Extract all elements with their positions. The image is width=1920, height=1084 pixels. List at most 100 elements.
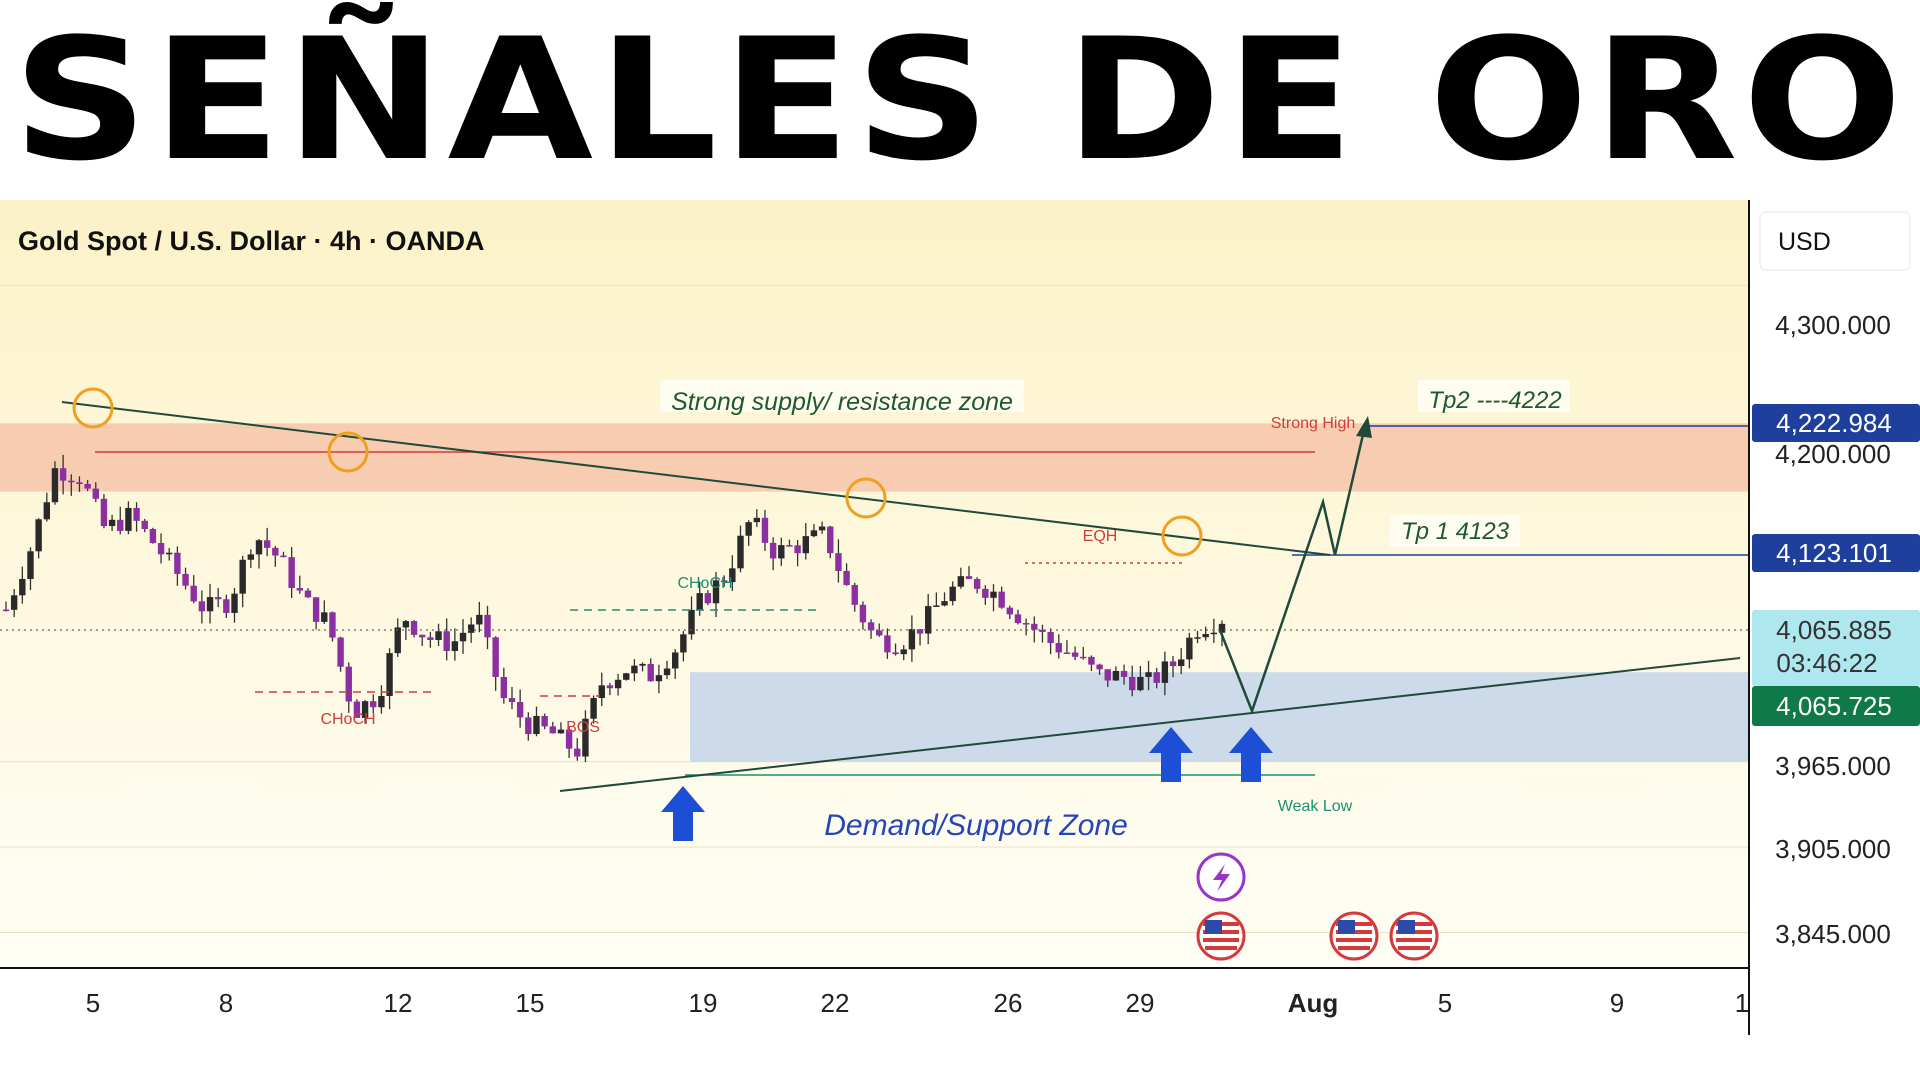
candle-body	[533, 715, 540, 735]
up-arrow-icon	[661, 786, 705, 841]
candle-body	[973, 578, 981, 589]
candle-body	[574, 748, 581, 757]
candle-body	[394, 627, 401, 654]
candle-body	[1137, 676, 1144, 691]
candle-body	[549, 726, 556, 734]
candle-body	[84, 484, 91, 489]
current-price-badge	[1752, 610, 1920, 686]
candle-body	[1120, 670, 1128, 677]
date-tick: 5	[86, 988, 100, 1018]
candle-body	[59, 468, 67, 481]
candle-body	[655, 675, 663, 682]
candle-body	[451, 641, 459, 651]
candle-body	[949, 586, 956, 602]
candle-body	[182, 573, 189, 586]
supply-label-bg	[660, 380, 1024, 412]
candle-body	[663, 668, 671, 676]
candle-body	[957, 576, 965, 587]
candle-body	[631, 665, 638, 674]
candle-body	[345, 666, 352, 702]
tp2-label: Tp2 ----4222	[1428, 387, 1561, 414]
price-chart[interactable]: Strong supply/ resistance zone Demand/Su…	[0, 200, 1920, 1080]
candle-body	[27, 551, 34, 579]
descending-trendline	[61, 401, 1331, 556]
currency-label: USD	[1778, 228, 1831, 256]
demand-zone-label: Demand/Support Zone	[824, 809, 1128, 842]
candle-body	[1194, 637, 1201, 639]
candle-body	[982, 588, 989, 598]
candle-body	[835, 553, 842, 571]
candle-body	[255, 540, 263, 555]
candle-body	[443, 631, 450, 651]
candle-body	[729, 568, 736, 583]
candle-body	[296, 588, 303, 591]
candle-body	[492, 637, 499, 677]
candle-body	[1080, 656, 1087, 659]
tp1-price-text: 4,123.101	[1776, 538, 1892, 568]
candle-body	[712, 580, 720, 604]
candle-body	[190, 585, 197, 602]
candle-body	[166, 552, 173, 555]
currency-button[interactable]	[1759, 211, 1911, 271]
date-tick-month: Aug	[1288, 988, 1339, 1018]
candle-body	[361, 701, 369, 718]
candle-body	[1202, 634, 1209, 638]
lightning-event-icon[interactable]	[1196, 852, 1246, 902]
candle-body	[925, 606, 932, 634]
plot-background	[0, 200, 1748, 968]
candle-body	[43, 502, 51, 520]
candle-body	[402, 621, 410, 628]
candle-body	[1055, 643, 1062, 653]
weak-low-label: Weak Low	[1278, 798, 1353, 815]
candle-body	[1161, 661, 1169, 683]
projection-path	[1218, 425, 1367, 715]
candle-body	[859, 604, 867, 623]
candle-body	[606, 685, 614, 689]
candle-body	[1022, 623, 1030, 625]
tp2-label-bg	[1418, 380, 1570, 412]
current-price-text: 4,065.885	[1776, 615, 1892, 645]
tp1-price-badge	[1752, 534, 1920, 572]
tp1-label: Tp 1 4123	[1401, 518, 1510, 545]
candle-body	[280, 555, 287, 558]
price-tick: 3,905.000	[1775, 834, 1891, 864]
candle-body	[720, 580, 728, 583]
candle-body	[378, 695, 385, 708]
candle-body	[516, 702, 524, 718]
candle-body	[1210, 632, 1218, 635]
candle-body	[1145, 672, 1152, 677]
date-tick: 9	[1610, 988, 1624, 1018]
candle-body	[51, 468, 59, 503]
candle-body	[696, 593, 703, 610]
us-flag-event-icon[interactable]	[1329, 911, 1379, 961]
candle-body	[141, 520, 148, 530]
candle-body	[459, 632, 467, 642]
candle-body	[288, 557, 295, 589]
candle-body	[598, 685, 605, 699]
candle-body	[76, 482, 83, 485]
candle-body	[737, 535, 744, 569]
candle-body	[525, 717, 532, 735]
candle-body	[231, 593, 238, 613]
us-flag-event-icon[interactable]	[1389, 911, 1439, 961]
support-price-text: 4,065.725	[1776, 691, 1892, 721]
candle-body	[933, 605, 940, 607]
candle-body	[92, 488, 99, 499]
pivot-circle	[72, 387, 114, 429]
candle-body	[312, 597, 320, 622]
candle-body	[998, 591, 1005, 608]
price-tick: 3,965.000	[1775, 751, 1891, 781]
candle-body	[214, 597, 222, 600]
candle-body	[1218, 623, 1226, 633]
candle-body	[582, 718, 589, 757]
candle-body	[843, 570, 850, 585]
candle-body	[1063, 652, 1071, 654]
time-axis-background	[0, 969, 1920, 1080]
candle-body	[1129, 676, 1136, 691]
pivot-circle	[845, 477, 887, 519]
us-flag-event-icon[interactable]	[1196, 911, 1246, 961]
candle-body	[672, 652, 679, 669]
candle-body	[810, 530, 818, 537]
candle-body	[100, 498, 108, 527]
candle-body	[892, 652, 899, 655]
